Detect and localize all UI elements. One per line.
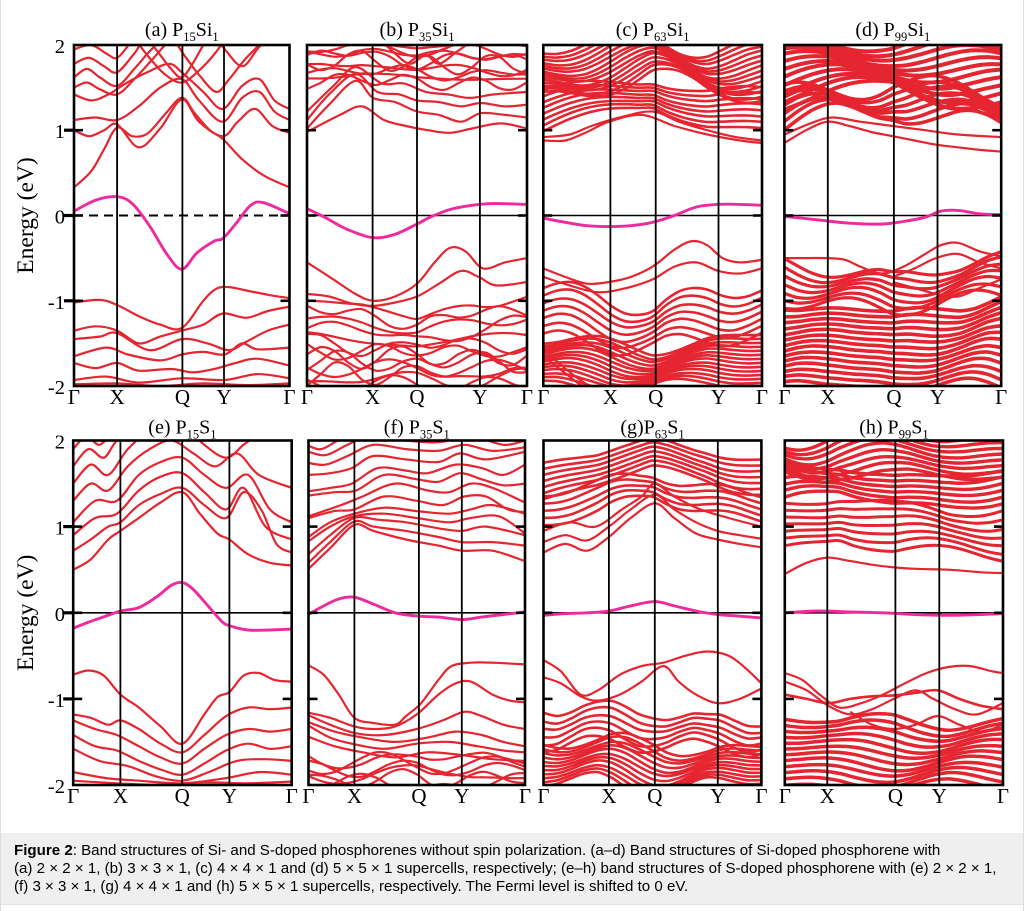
svg-text:X: X [113, 784, 128, 808]
svg-text:0: 0 [55, 604, 65, 626]
svg-text:Γ: Γ [283, 385, 295, 409]
svg-text:1: 1 [55, 121, 65, 143]
svg-text:Γ: Γ [519, 784, 531, 808]
svg-text:Y: Y [930, 385, 945, 409]
svg-text:(e) P15S1: (e) P15S1 [148, 417, 216, 442]
svg-text:Γ: Γ [537, 385, 549, 409]
svg-text:-1: -1 [48, 690, 65, 712]
svg-text:(d) P99Si1: (d) P99Si1 [855, 19, 930, 44]
svg-text:1: 1 [55, 518, 65, 540]
svg-text:Γ: Γ [755, 784, 767, 808]
svg-text:X: X [820, 784, 835, 808]
svg-text:Γ: Γ [756, 385, 768, 409]
svg-text:X: X [820, 385, 835, 409]
svg-text:Γ: Γ [778, 385, 790, 409]
svg-text:Energy (eV): Energy (eV) [13, 157, 39, 273]
svg-text:-1: -1 [48, 292, 65, 314]
svg-text:Γ: Γ [779, 784, 791, 808]
svg-text:Q: Q [886, 385, 901, 409]
svg-text:Q: Q [648, 385, 663, 409]
svg-text:2: 2 [55, 36, 65, 58]
svg-text:Y: Y [932, 784, 947, 808]
svg-text:(f) P35S1: (f) P35S1 [384, 417, 450, 442]
svg-text:-2: -2 [48, 377, 65, 399]
svg-text:X: X [601, 784, 616, 808]
svg-text:(h) P99S1: (h) P99S1 [859, 417, 928, 442]
svg-text:Γ: Γ [301, 385, 313, 409]
svg-text:X: X [603, 385, 618, 409]
svg-text:Γ: Γ [302, 784, 314, 808]
svg-text:Y: Y [710, 784, 725, 808]
svg-text:Q: Q [888, 784, 903, 808]
svg-text:0: 0 [55, 207, 65, 229]
svg-text:Q: Q [411, 784, 426, 808]
svg-text:2: 2 [55, 432, 65, 454]
svg-text:X: X [365, 385, 380, 409]
svg-text:(a) P15Si1: (a) P15Si1 [145, 19, 219, 44]
svg-text:-2: -2 [48, 776, 65, 798]
svg-text:Q: Q [647, 784, 662, 808]
svg-text:Q: Q [175, 784, 190, 808]
svg-text:Y: Y [454, 784, 469, 808]
svg-text:Energy (eV): Energy (eV) [13, 555, 39, 671]
svg-text:Γ: Γ [537, 784, 549, 808]
svg-text:X: X [110, 385, 125, 409]
svg-text:Y: Y [711, 385, 726, 409]
svg-text:(b) P35Si1: (b) P35Si1 [380, 19, 455, 44]
svg-text:X: X [347, 784, 362, 808]
svg-text:(g)P63S1: (g)P63S1 [620, 417, 684, 442]
svg-text:Γ: Γ [995, 385, 1007, 409]
svg-text:Γ: Γ [521, 385, 533, 409]
svg-text:Γ: Γ [68, 385, 80, 409]
svg-text:Γ: Γ [286, 784, 298, 808]
svg-text:Γ: Γ [67, 784, 79, 808]
svg-text:(c) P63Si1: (c) P63Si1 [616, 19, 690, 44]
svg-text:Q: Q [175, 385, 190, 409]
svg-text:Y: Y [222, 784, 237, 808]
svg-text:Γ: Γ [997, 784, 1009, 808]
svg-text:Q: Q [409, 385, 424, 409]
svg-text:Y: Y [216, 385, 231, 409]
svg-text:Y: Y [472, 385, 487, 409]
